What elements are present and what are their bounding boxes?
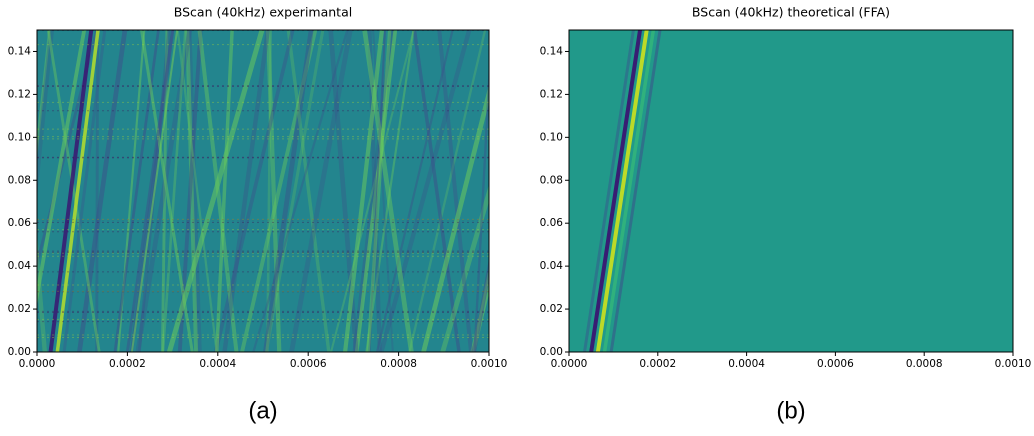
y-tick-label: 0.06: [540, 217, 564, 229]
wave-stripe: [286, 30, 331, 352]
wave-stripe: [135, 30, 192, 352]
y-tick-label: 0.04: [540, 260, 564, 272]
wave-stripe: [37, 231, 48, 352]
wave-stripe: [366, 30, 392, 352]
heatmap-background: [569, 30, 1013, 352]
wave-stripe: [166, 30, 265, 352]
wave-stripe: [367, 30, 382, 352]
y-tick-label: 0.06: [8, 217, 32, 229]
wave-stripe: [264, 30, 325, 352]
caption: (b): [776, 397, 805, 424]
wave-stripe: [176, 30, 218, 352]
wave-stripe: [362, 30, 414, 352]
chart-title: BScan (40kHz) experimantal: [174, 5, 352, 20]
x-tick-label: 0.0006: [817, 358, 854, 370]
y-tick-label: 0.10: [8, 131, 31, 143]
wave-stripe: [197, 30, 239, 352]
x-tick-label: 0.0010: [995, 358, 1032, 370]
chart-title: BScan (40kHz) theoretical (FFA): [692, 5, 890, 20]
x-tick-label: 0.0006: [290, 358, 327, 370]
wave-stripe: [412, 30, 461, 352]
wave-stripe: [421, 83, 489, 352]
x-tick-label: 0.0010: [471, 358, 508, 370]
wave-stripe: [408, 30, 487, 352]
x-tick-label: 0.0004: [728, 358, 765, 370]
wave-stripe: [263, 30, 314, 352]
wave-stripe: [375, 30, 454, 352]
x-tick-label: 0.0002: [109, 358, 146, 370]
wave-stripe: [187, 30, 202, 352]
wave-stripe: [62, 30, 107, 352]
y-tick-label: 0.12: [8, 88, 31, 100]
y-tick-label: 0.12: [540, 88, 563, 100]
wave-stripe: [140, 30, 194, 352]
wave-stripe: [368, 30, 387, 352]
wave-stripe: [589, 30, 643, 352]
wave-stripe: [595, 30, 649, 352]
x-tick-label: 0.0000: [551, 358, 588, 370]
wave-stripe: [583, 30, 635, 352]
wave-stripe: [265, 30, 282, 352]
x-tick-label: 0.0008: [380, 358, 417, 370]
wave-stripe: [37, 30, 87, 307]
heatmap: [569, 30, 1013, 352]
y-tick-label: 0.04: [8, 260, 32, 272]
wave-stripe: [215, 30, 234, 352]
y-tick-label: 0.10: [540, 131, 563, 143]
wave-stripe: [343, 30, 385, 352]
y-tick-label: 0.08: [8, 174, 31, 186]
plot-frame: [568, 29, 1014, 353]
y-tick-label: 0.00: [540, 346, 563, 358]
wave-stripe: [37, 30, 54, 199]
wave-stripe: [240, 30, 318, 352]
wave-stripe: [352, 30, 395, 352]
wave-stripe: [48, 30, 94, 352]
y-tick-label: 0.02: [8, 303, 31, 315]
wave-stripe: [213, 30, 295, 352]
wave-stripe: [471, 258, 489, 352]
wave-stripe: [440, 184, 489, 352]
wave-stripe: [130, 30, 179, 352]
wave-stripe: [437, 30, 473, 352]
wave-stripe: [365, 30, 415, 352]
x-tick-label: 0.0002: [639, 358, 676, 370]
wave-stripe: [125, 30, 175, 352]
x-tick-label: 0.0000: [19, 358, 56, 370]
wave-stripe: [330, 30, 415, 352]
y-tick-label: 0.08: [540, 174, 563, 186]
wave-stripe: [113, 30, 160, 352]
wave-stripe: [266, 30, 273, 352]
wave-stripe: [77, 30, 128, 352]
wave-stripe: [222, 30, 270, 352]
wave-stripe: [354, 30, 398, 352]
y-tick-label: 0.02: [540, 303, 563, 315]
heatmap-background: [37, 30, 489, 352]
wave-stripe: [602, 30, 656, 352]
wave-stripe: [161, 30, 187, 352]
wave-stripe: [289, 30, 353, 352]
wave-stripe: [252, 30, 349, 352]
caption: (a): [248, 397, 277, 424]
x-tick-label: 0.0008: [906, 358, 943, 370]
wave-stripe: [55, 30, 100, 352]
wave-stripe: [496, 30, 522, 352]
y-tick-label: 0.00: [8, 346, 31, 358]
wave-stripe: [46, 30, 101, 352]
y-tick-label: 0.14: [540, 45, 564, 57]
heatmap: [37, 30, 522, 352]
x-tick-label: 0.0004: [199, 358, 236, 370]
wave-stripe: [506, 30, 512, 352]
wave-stripe: [379, 30, 472, 352]
wave-stripe: [609, 30, 662, 352]
y-tick-label: 0.14: [8, 45, 32, 57]
plot-frame: [36, 29, 490, 353]
wave-stripe: [37, 30, 51, 160]
